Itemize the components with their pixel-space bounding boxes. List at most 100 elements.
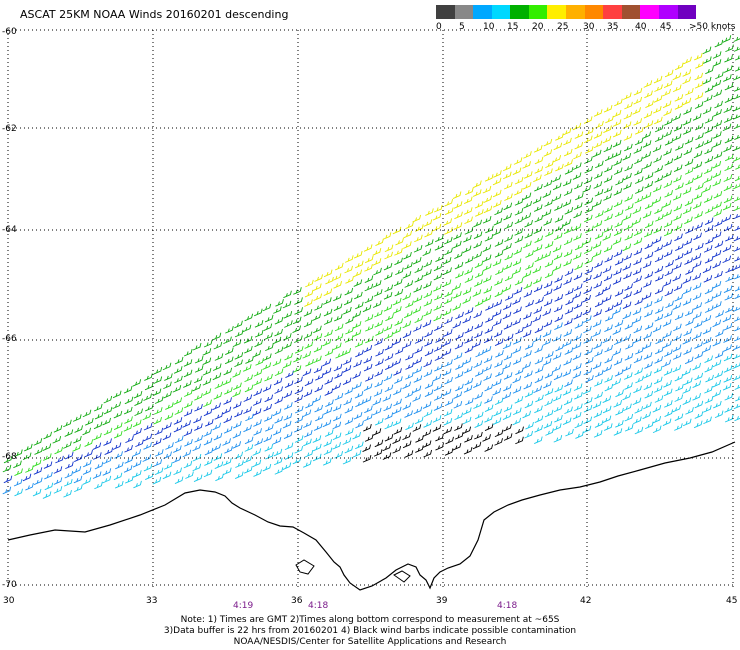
wind-barb — [734, 256, 740, 262]
wind-barb — [584, 205, 594, 214]
scale-color-9 — [603, 5, 622, 19]
wind-barb — [564, 159, 573, 167]
wind-barb — [263, 353, 272, 361]
wind-barb — [415, 435, 424, 443]
wind-barb — [642, 341, 652, 350]
wind-barb — [692, 272, 702, 281]
wind-barb — [405, 300, 414, 309]
wind-barb — [474, 260, 484, 269]
scale-color-0 — [436, 5, 455, 19]
wind-barb — [543, 319, 553, 328]
wind-barb — [523, 350, 532, 358]
wind-barb — [485, 303, 494, 311]
wind-barb — [482, 244, 492, 252]
wind-barb — [405, 422, 414, 431]
wind-barb — [183, 409, 193, 417]
wind-barb — [734, 274, 740, 280]
wind-barb — [103, 395, 113, 404]
wind-barb — [303, 460, 312, 468]
wind-barb — [92, 442, 102, 450]
wind-barbs — [2, 35, 740, 499]
wind-barb — [703, 275, 713, 283]
wind-barb — [212, 443, 221, 452]
wind-barb — [143, 442, 152, 450]
wind-barb — [514, 198, 524, 206]
wind-barb — [414, 315, 424, 324]
wind-barb — [153, 416, 162, 425]
wind-barb — [452, 320, 462, 329]
wind-barb — [302, 409, 312, 418]
wind-barb — [694, 122, 704, 131]
wind-barb — [642, 411, 652, 420]
wind-barb — [644, 172, 654, 180]
wind-barb — [672, 72, 682, 81]
wind-barb — [215, 473, 224, 482]
wind-barb — [312, 435, 322, 443]
wind-barb — [202, 388, 212, 396]
wind-barb — [235, 460, 244, 468]
wind-barb — [512, 375, 522, 384]
wind-barb — [455, 270, 464, 279]
wind-barb — [375, 348, 384, 357]
wind-barb — [704, 355, 713, 363]
wind-barb — [563, 237, 573, 246]
wind-barb — [602, 284, 611, 292]
wind-barb — [694, 101, 704, 109]
wind-barb — [714, 240, 724, 249]
wind-barb — [493, 329, 503, 338]
wind-barb — [615, 407, 624, 416]
wind-barb — [653, 376, 663, 385]
wind-barb — [413, 375, 423, 383]
wind-barb — [632, 107, 641, 115]
wind-barb — [663, 368, 673, 376]
wind-barb — [512, 297, 521, 305]
wind-barb — [324, 377, 334, 385]
wind-barb — [623, 253, 632, 261]
wind-barb — [464, 275, 474, 283]
wind-barb — [682, 69, 692, 77]
wind-barb — [462, 416, 472, 425]
wind-barb — [253, 428, 262, 436]
wind-barb — [582, 237, 592, 246]
wind-barb — [734, 225, 740, 231]
wind-barb — [643, 371, 652, 379]
wind-barb — [424, 239, 434, 247]
wind-barb — [264, 314, 274, 323]
wind-barb — [135, 439, 144, 448]
wind-barb — [663, 80, 673, 89]
wind-barb — [725, 305, 734, 313]
wind-barb — [224, 387, 233, 395]
wind-barb — [554, 294, 564, 302]
wind-barb — [402, 320, 412, 329]
wind-barb — [394, 257, 403, 266]
wind-barb — [534, 415, 544, 423]
wind-barb — [124, 396, 134, 405]
wind-barb — [705, 374, 714, 383]
wind-barb — [594, 231, 604, 240]
wind-barb — [653, 95, 663, 103]
wind-barb — [473, 219, 482, 228]
wind-barb — [55, 455, 64, 464]
wind-barb — [494, 289, 504, 298]
wind-barb — [482, 294, 492, 303]
wind-barb — [524, 389, 534, 398]
wind-barb — [493, 170, 502, 178]
wind-barb — [402, 292, 412, 301]
wind-barb — [543, 421, 553, 429]
wind-barb — [662, 418, 672, 427]
wind-barb — [602, 294, 612, 303]
wind-speed-color-scale — [436, 5, 697, 19]
wind-barb — [622, 121, 632, 129]
wind-barb — [153, 459, 163, 467]
wind-barb — [625, 203, 634, 211]
wind-barb — [412, 424, 422, 432]
wind-barb — [364, 405, 373, 414]
wind-barb — [732, 156, 740, 162]
wind-barb — [125, 435, 134, 444]
wind-barb — [524, 342, 534, 350]
wind-barb — [372, 248, 382, 256]
wind-barb — [183, 369, 193, 378]
wind-barb — [383, 304, 393, 312]
wind-barb — [712, 280, 722, 289]
wind-barb — [444, 359, 453, 367]
